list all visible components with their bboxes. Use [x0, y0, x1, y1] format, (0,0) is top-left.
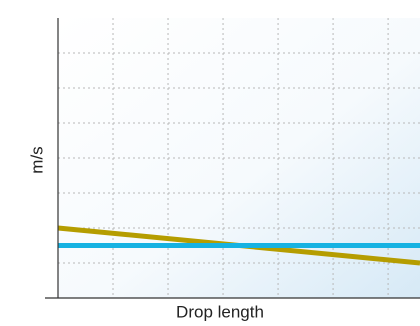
y-axis-label: m/s — [27, 146, 46, 173]
x-axis-label: Drop length — [176, 302, 264, 321]
